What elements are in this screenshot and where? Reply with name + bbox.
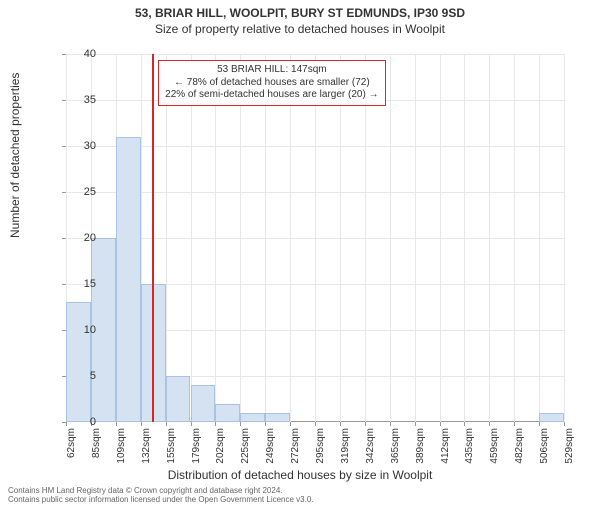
xtick-mark <box>191 422 192 426</box>
gridline-vertical <box>215 54 216 422</box>
xtick-label: 365sqm <box>390 428 401 468</box>
xtick-mark <box>215 422 216 426</box>
xtick-label: 132sqm <box>141 428 152 468</box>
histogram-bar <box>265 413 290 422</box>
footer-line-1: Contains HM Land Registry data © Crown c… <box>8 486 314 495</box>
marker-annotation-box: 53 BRIAR HILL: 147sqm ← 78% of detached … <box>158 60 385 106</box>
xtick-label: 272sqm <box>290 428 301 468</box>
xtick-label: 155sqm <box>166 428 177 468</box>
xtick-label: 202sqm <box>215 428 226 468</box>
xtick-mark <box>166 422 167 426</box>
ytick-label: 20 <box>66 232 96 244</box>
gridline-vertical <box>514 54 515 422</box>
gridline-vertical <box>539 54 540 422</box>
xtick-mark <box>340 422 341 426</box>
xtick-label: 506sqm <box>539 428 550 468</box>
ytick-label: 5 <box>66 370 96 382</box>
xtick-label: 85sqm <box>91 428 102 468</box>
chart-title-main: 53, BRIAR HILL, WOOLPIT, BURY ST EDMUNDS… <box>0 6 600 20</box>
histogram-bar <box>166 376 191 422</box>
xtick-label: 249sqm <box>265 428 276 468</box>
xtick-mark <box>489 422 490 426</box>
footer-line-2: Contains public sector information licen… <box>8 495 314 504</box>
ytick-label: 40 <box>66 48 96 60</box>
xtick-label: 529sqm <box>564 428 575 468</box>
xtick-label: 342sqm <box>365 428 376 468</box>
xtick-mark <box>564 422 565 426</box>
ytick-label: 0 <box>66 416 96 428</box>
histogram-bar <box>539 413 564 422</box>
xtick-label: 109sqm <box>116 428 127 468</box>
annotation-line-1: 53 BRIAR HILL: 147sqm <box>165 64 378 77</box>
xtick-label: 225sqm <box>240 428 251 468</box>
xtick-mark <box>539 422 540 426</box>
histogram-bar <box>191 385 216 422</box>
histogram-bar <box>116 137 141 422</box>
xtick-mark <box>440 422 441 426</box>
gridline-vertical <box>290 54 291 422</box>
xtick-label: 62sqm <box>66 428 77 468</box>
gridline-vertical <box>365 54 366 422</box>
histogram-bar <box>215 404 240 422</box>
ytick-label: 25 <box>66 186 96 198</box>
gridline-vertical <box>440 54 441 422</box>
xtick-mark <box>240 422 241 426</box>
xtick-label: 459sqm <box>489 428 500 468</box>
xtick-mark <box>415 422 416 426</box>
annotation-line-2: ← 78% of detached houses are smaller (72… <box>165 77 378 90</box>
gridline-vertical <box>415 54 416 422</box>
gridline-vertical <box>340 54 341 422</box>
annotation-line-3: 22% of semi-detached houses are larger (… <box>165 89 378 102</box>
ytick-label: 30 <box>66 140 96 152</box>
xtick-mark <box>141 422 142 426</box>
chart-plot-area: 53 BRIAR HILL: 147sqm ← 78% of detached … <box>66 54 564 422</box>
xtick-mark <box>514 422 515 426</box>
histogram-bar <box>66 302 91 422</box>
ytick-label: 35 <box>66 94 96 106</box>
xtick-label: 179sqm <box>191 428 202 468</box>
reference-marker-line <box>152 54 154 422</box>
gridline-vertical <box>240 54 241 422</box>
gridline-vertical <box>564 54 565 422</box>
gridline-vertical <box>489 54 490 422</box>
chart-title-sub: Size of property relative to detached ho… <box>0 22 600 36</box>
xtick-mark <box>464 422 465 426</box>
gridline-vertical <box>191 54 192 422</box>
gridline-vertical <box>464 54 465 422</box>
gridline-vertical <box>315 54 316 422</box>
xtick-label: 412sqm <box>440 428 451 468</box>
y-axis-label: Number of detached properties <box>8 73 22 238</box>
xtick-mark <box>390 422 391 426</box>
gridline-vertical <box>390 54 391 422</box>
xtick-label: 295sqm <box>315 428 326 468</box>
xtick-mark <box>116 422 117 426</box>
xtick-mark <box>315 422 316 426</box>
xtick-mark <box>290 422 291 426</box>
x-axis-label: Distribution of detached houses by size … <box>0 468 600 482</box>
xtick-label: 482sqm <box>514 428 525 468</box>
gridline-vertical <box>265 54 266 422</box>
footer-attribution: Contains HM Land Registry data © Crown c… <box>8 486 314 504</box>
plot-background <box>66 54 564 422</box>
xtick-label: 389sqm <box>415 428 426 468</box>
xtick-label: 319sqm <box>340 428 351 468</box>
ytick-label: 15 <box>66 278 96 290</box>
xtick-label: 435sqm <box>464 428 475 468</box>
ytick-label: 10 <box>66 324 96 336</box>
xtick-mark <box>365 422 366 426</box>
gridline-vertical <box>166 54 167 422</box>
histogram-bar <box>240 413 265 422</box>
xtick-mark <box>265 422 266 426</box>
